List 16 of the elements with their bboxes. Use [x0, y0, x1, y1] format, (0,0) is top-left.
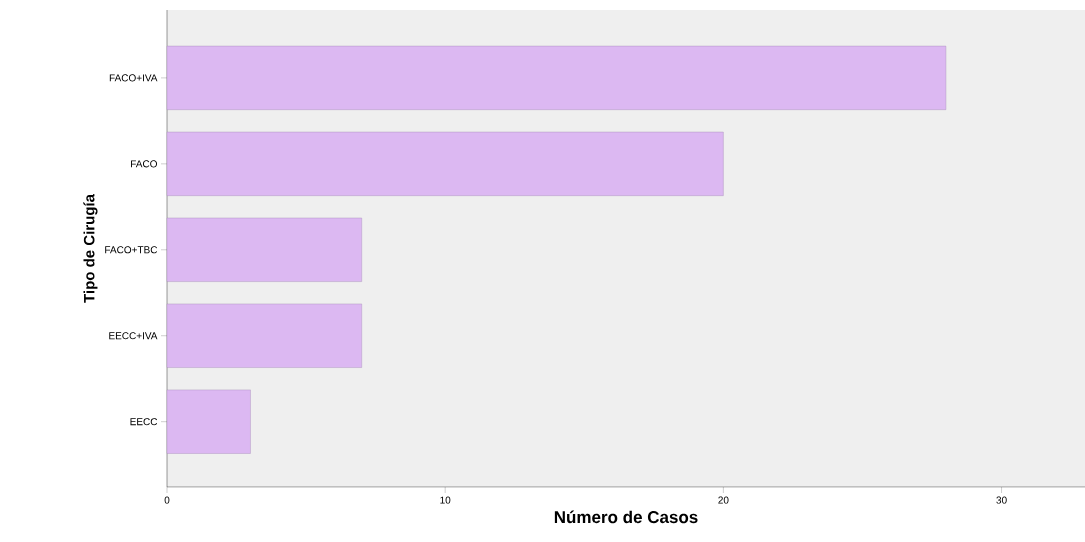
bar: [166, 45, 947, 110]
y-tick-label: FACO: [131, 160, 157, 168]
x-axis-title: Número de Casos: [554, 510, 698, 524]
bar: [166, 389, 251, 454]
y-tick-label: FACO+IVA: [109, 74, 158, 82]
y-tick-label: EECC+IVA: [109, 332, 158, 340]
bar: [166, 303, 362, 368]
y-tick-label: FACO+TBC: [105, 246, 158, 254]
x-tick-label: 30: [996, 496, 1007, 504]
y-tick-label: EECC: [130, 418, 158, 426]
bar: [166, 217, 362, 282]
bar: [166, 131, 724, 196]
x-tick-label: 0: [164, 496, 170, 504]
x-tick-label: 10: [440, 496, 451, 504]
x-tick-label: 20: [718, 496, 729, 504]
y-axis-title: Tipo de Cirugía: [83, 193, 98, 303]
